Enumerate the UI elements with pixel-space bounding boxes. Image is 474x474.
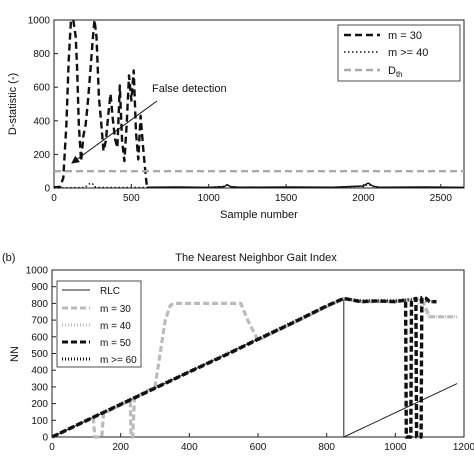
panel-b-title: The Nearest Neighbor Gait Index xyxy=(175,252,337,264)
panel-a-x-axis-label: Sample number xyxy=(220,209,298,221)
panel-b-x-tick-label: 400 xyxy=(181,442,198,453)
panel-a-series-m-30-0 xyxy=(54,18,148,189)
panel-a-x-tick-label: 500 xyxy=(123,193,140,204)
panel-a-x-tick-label: 1000 xyxy=(198,193,221,204)
false-detection-annotation: False detection xyxy=(152,83,227,95)
panel-a-legend: m = 30 m >= 40 Dth xyxy=(337,24,461,82)
panel-b-label: (b) xyxy=(2,252,15,264)
panel-a-x-tick-label: 2500 xyxy=(430,193,453,204)
panel-a-y-tick-label: 0 xyxy=(44,184,50,195)
panel-b-y-tick-label: 800 xyxy=(31,299,48,310)
panel-b-x-tick-label: 600 xyxy=(250,442,267,453)
panel-b-series-rlc-0 xyxy=(51,297,458,438)
panel-b-chart: (b) The Nearest Neighbor Gait Index 0 200… xyxy=(2,252,474,453)
legend-label-m60b: m >= 60 xyxy=(100,355,137,366)
panel-b-legend: RLC m = 30 m = 40 m = 50 m >= 60 xyxy=(56,280,142,368)
panel-a-y-axis-label: D-statistic (-) xyxy=(7,73,19,135)
panel-a-y-tick-label: 800 xyxy=(33,49,50,60)
panel-b-y-tick-label: 400 xyxy=(31,366,48,377)
panel-b-y-tick-label: 100 xyxy=(31,416,48,427)
panel-a-y-tick-label: 200 xyxy=(33,150,50,161)
panel-b-x-tick-label: 800 xyxy=(318,442,335,453)
legend-dth-main: D xyxy=(388,65,396,77)
false-detection-arrow xyxy=(71,100,158,164)
panel-a-x-tick-label: 0 xyxy=(51,193,57,204)
panel-b-y-tick-label: 600 xyxy=(31,332,48,343)
panel-b-series-m-50-3 xyxy=(51,295,437,439)
panel-b-x-tick-label: 1000 xyxy=(384,442,407,453)
panel-b-x-tick-label: 1200 xyxy=(453,442,474,453)
panel-a-y-tick-label: 400 xyxy=(33,116,50,127)
panel-b-y-tick-label: 900 xyxy=(31,282,48,293)
legend-label-m30: m = 30 xyxy=(388,30,422,42)
legend-label-m40b: m = 40 xyxy=(100,321,131,332)
panel-b-ticks: 0 200 400 600 800 1000 1200 0 100 200 300 400 500 600… xyxy=(26,266,474,454)
panel-b-y-axis-label: NN xyxy=(9,346,21,362)
panel-a-x-tick-label: 2000 xyxy=(352,193,375,204)
panel-b-x-tick-label: 200 xyxy=(112,442,129,453)
panel-b-y-tick-label: 500 xyxy=(31,349,48,360)
panel-b-x-tick-label: 0 xyxy=(49,442,55,453)
panel-a-x-tick-label: 1500 xyxy=(275,193,298,204)
panel-b-y-tick-label: 200 xyxy=(31,399,48,410)
legend-label-m30b: m = 30 xyxy=(100,304,131,315)
panel-b-y-tick-label: 300 xyxy=(31,382,48,393)
panel-b-y-tick-label: 1000 xyxy=(26,266,49,277)
legend-label-m50b: m = 50 xyxy=(100,338,131,349)
legend-label-rlc: RLC xyxy=(100,286,120,297)
legend-label-m40: m >= 40 xyxy=(388,47,428,59)
panel-a-y-tick-label: 1000 xyxy=(28,16,51,27)
panel-b-series-group xyxy=(51,295,458,439)
panel-a-chart: 0 500 1000 1500 2000 2500 0 200 400 600 800 1000 D-… xyxy=(7,16,465,221)
legend-label-dth: Dth xyxy=(388,65,403,79)
panel-b-y-tick-label: 0 xyxy=(42,433,48,444)
panel-a-y-tick-label: 600 xyxy=(33,83,50,94)
panel-a-ticks: 0 500 1000 1500 2000 2500 0 200 400 600 800 1000 xyxy=(28,16,453,205)
panel-b-y-tick-label: 700 xyxy=(31,316,48,327)
legend-dth-sub: th xyxy=(396,70,403,79)
